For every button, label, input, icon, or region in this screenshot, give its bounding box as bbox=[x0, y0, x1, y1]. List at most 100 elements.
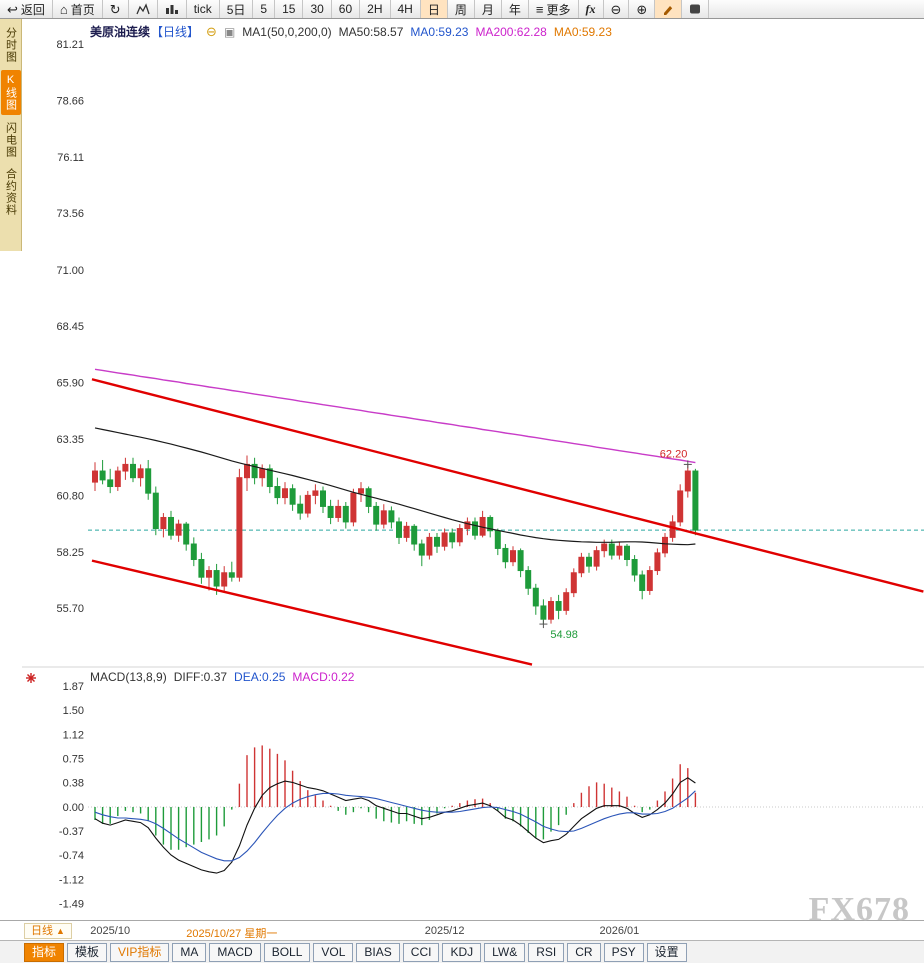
red-asterisk-icon bbox=[26, 673, 36, 683]
tab-rsi[interactable]: RSI bbox=[528, 942, 565, 962]
period-week-button-label: 周 bbox=[454, 2, 467, 17]
zoom-in-button[interactable]: ⊕ bbox=[629, 0, 656, 18]
overlay-icon[interactable]: ▣ bbox=[223, 24, 236, 39]
sidebar-item-lightning[interactable]: 闪电图 bbox=[4, 122, 17, 158]
period-5d-button[interactable]: 5日 bbox=[220, 0, 254, 18]
period-30-button[interactable]: 30 bbox=[303, 0, 332, 18]
period-5d-button-label: 5日 bbox=[226, 2, 246, 17]
ma0-orange-value: MA0:59.23 bbox=[553, 24, 612, 39]
more-button[interactable]: ≡ 更多 bbox=[529, 0, 579, 18]
svg-text:65.90: 65.90 bbox=[56, 378, 84, 390]
ma200-line bbox=[94, 368, 696, 464]
svg-text:68.45: 68.45 bbox=[56, 321, 84, 333]
triangle-up-icon: ▲ bbox=[56, 926, 65, 936]
ma-settings-label: MA1(50,0,200,0) bbox=[242, 24, 332, 39]
period-tick-button[interactable]: tick bbox=[187, 0, 220, 18]
tab-vip-indicator[interactable]: VIP指标 bbox=[110, 942, 170, 962]
collapse-icon[interactable]: ⊖ bbox=[206, 23, 217, 39]
period-week-button[interactable]: 周 bbox=[448, 0, 475, 18]
back-icon: ↩ bbox=[7, 1, 18, 17]
period-month-button[interactable]: 月 bbox=[475, 0, 502, 18]
macd-dea-line bbox=[94, 790, 696, 862]
macd-histogram bbox=[94, 745, 697, 850]
period-4h-button[interactable]: 4H bbox=[391, 0, 421, 18]
svg-text:0.75: 0.75 bbox=[63, 753, 84, 765]
draw-button[interactable] bbox=[655, 0, 683, 18]
selected-date-label: 2025/10/27 星期一 bbox=[186, 928, 278, 940]
tab-ma[interactable]: MA bbox=[172, 942, 207, 962]
svg-text:0.00: 0.00 bbox=[63, 802, 84, 814]
period-2h-button[interactable]: 2H bbox=[360, 0, 391, 18]
chart-area[interactable]: 美原油连续 【日线】 ⊖ ▣ MA1(50,0,200,0) MA50:58.5… bbox=[22, 19, 924, 928]
home-button-label: 首页 bbox=[70, 2, 95, 17]
price-annotation: 54.98 bbox=[539, 620, 578, 641]
volume-chart-button[interactable] bbox=[158, 0, 187, 18]
period-day-button[interactable]: 日 bbox=[420, 0, 448, 18]
period-year-button[interactable]: 年 bbox=[502, 0, 529, 18]
tab-boll[interactable]: BOLL bbox=[263, 942, 311, 962]
period-5-button[interactable]: 5 bbox=[253, 0, 276, 18]
sidebar-item-contract-info[interactable]: 合约资料 bbox=[4, 168, 17, 216]
main-chart-header: 美原油连续 【日线】 ⊖ ▣ MA1(50,0,200,0) MA50:58.5… bbox=[90, 23, 612, 40]
period-2h-button-label: 2H bbox=[367, 2, 383, 16]
svg-text:0.38: 0.38 bbox=[63, 777, 84, 789]
period-label: 【日线】 bbox=[151, 25, 200, 39]
ma0-blue-value: MA0:59.23 bbox=[410, 24, 469, 39]
top-toolbar: ↩ 返回 ⌂ 首页 ↻ tick 5日 5 15 30 60 2H 4H 日周月年 ≡ 更多 fx ⊖ ⊕ bbox=[0, 0, 924, 19]
price-chart-svg[interactable]: 81.21 78.66 76.11 73.56 71.00 68.45 65.90 63.35… bbox=[22, 19, 924, 920]
tab-cr[interactable]: CR bbox=[567, 942, 601, 962]
tab-vol[interactable]: VOL bbox=[313, 942, 354, 962]
period-60-button[interactable]: 60 bbox=[332, 0, 361, 18]
macd-header: MACD(13,8,9) DIFF:0.37 DEA:0.25 MACD:0.2… bbox=[90, 670, 354, 684]
macd-title: MACD(13,8,9) bbox=[90, 670, 167, 684]
macd-y-axis: 1.87 1.50 1.12 0.75 0.38 0.00 -0.37 -0.74 -1.12 -… bbox=[59, 681, 84, 911]
tab-bias[interactable]: BIAS bbox=[356, 942, 400, 962]
fx-indicator-button-label: fx bbox=[585, 1, 596, 16]
svg-text:78.66: 78.66 bbox=[56, 95, 84, 107]
tab-indicator[interactable]: 指标 bbox=[24, 942, 65, 962]
indicator-settings-icon[interactable] bbox=[25, 671, 37, 689]
date-label: 2026/01 bbox=[599, 925, 640, 937]
date-label: 2025/12 bbox=[424, 925, 465, 937]
tab-psy[interactable]: PSY bbox=[603, 942, 644, 962]
svg-text:71.00: 71.00 bbox=[56, 265, 84, 277]
trendline-1[interactable] bbox=[91, 378, 924, 593]
tab-cci[interactable]: CCI bbox=[402, 942, 440, 962]
svg-text:73.56: 73.56 bbox=[56, 208, 84, 220]
svg-text:-1.49: -1.49 bbox=[59, 899, 84, 911]
svg-text:60.80: 60.80 bbox=[56, 490, 84, 502]
period-tick-button-label: tick bbox=[193, 2, 212, 16]
period-day-button-label: 日 bbox=[427, 2, 440, 17]
fx-indicator-button[interactable]: fx bbox=[579, 0, 604, 18]
svg-text:76.11: 76.11 bbox=[57, 152, 84, 164]
sidebar-item-kline[interactable]: K线图 bbox=[0, 70, 21, 115]
period-4h-button-label: 4H bbox=[397, 2, 413, 16]
period-15-button[interactable]: 15 bbox=[275, 0, 304, 18]
refresh-button[interactable]: ↻ bbox=[103, 0, 129, 18]
tab-macd[interactable]: MACD bbox=[209, 942, 261, 962]
back-button-label: 返回 bbox=[20, 2, 45, 17]
home-icon: ⌂ bbox=[59, 1, 68, 17]
svg-text:1.50: 1.50 bbox=[63, 705, 84, 717]
date-axis-row: 日线 ▲ 2025/10 2025/10/27 星期一 2025/12 2026/01 bbox=[0, 920, 924, 940]
home-button[interactable]: ⌂ 首页 bbox=[53, 0, 103, 18]
main-y-axis: 81.21 78.66 76.11 73.56 71.00 68.45 65.90 63.35… bbox=[56, 39, 84, 615]
sidebar-item-timeline[interactable]: 分时图 bbox=[4, 27, 17, 63]
panel-button[interactable] bbox=[682, 0, 710, 18]
ma50-line bbox=[94, 427, 696, 546]
tab-lw[interactable]: LW& bbox=[484, 942, 526, 962]
zoom-in-icon: ⊕ bbox=[636, 1, 648, 17]
trendline-2[interactable] bbox=[91, 559, 533, 666]
line-chart-button[interactable] bbox=[129, 0, 158, 18]
period-selector-button[interactable]: 日线 ▲ bbox=[24, 923, 72, 939]
zoom-out-button[interactable]: ⊖ bbox=[604, 0, 630, 18]
svg-text:81.21: 81.21 bbox=[56, 39, 84, 51]
pencil-icon bbox=[662, 3, 674, 15]
tab-kdj[interactable]: KDJ bbox=[442, 942, 482, 962]
price-annotation: 62.20 bbox=[660, 448, 692, 469]
tab-settings[interactable]: 设置 bbox=[646, 942, 687, 962]
tab-template[interactable]: 模板 bbox=[67, 942, 108, 962]
back-button[interactable]: ↩ 返回 bbox=[0, 0, 53, 18]
svg-text:58.25: 58.25 bbox=[56, 547, 84, 559]
